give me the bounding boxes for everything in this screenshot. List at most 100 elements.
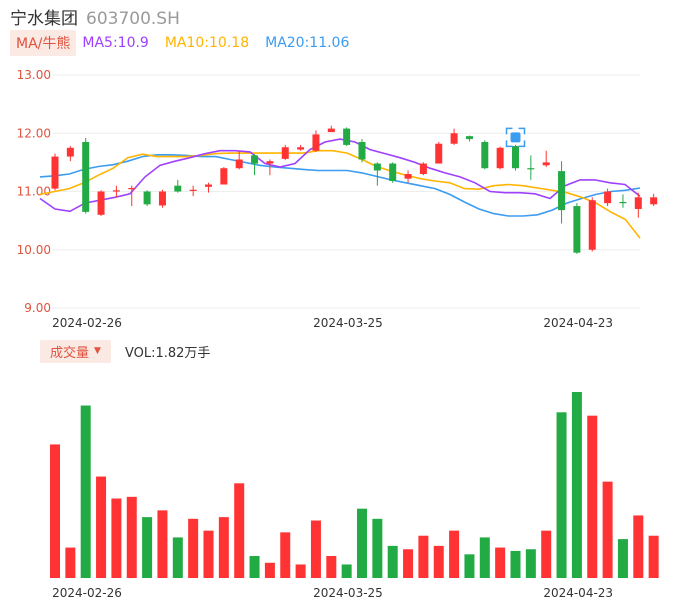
volume-bar (157, 510, 168, 578)
candle-body (358, 141, 366, 160)
volume-bar (142, 517, 153, 578)
volume-bar (525, 549, 536, 578)
volume-bar (449, 530, 460, 578)
candle-body (512, 146, 519, 169)
x-tick-label: 2024-02-26 (52, 316, 122, 330)
volume-bar (617, 539, 628, 578)
candle-body (634, 197, 642, 209)
volume-bar (280, 532, 291, 578)
volume-bar (479, 537, 490, 578)
candle-body (66, 147, 74, 157)
volume-bar (357, 508, 367, 578)
x-tick-label: 2024-03-25 (313, 316, 383, 330)
candle-body (419, 163, 427, 175)
candle-body (404, 174, 412, 179)
candle-body (465, 136, 473, 140)
price-axis: 13.00 12.00 11.00 10.00 9.00 (17, 68, 51, 315)
candle-body (312, 134, 320, 151)
candle-body (619, 201, 627, 204)
candle-body (174, 185, 182, 192)
candle-body (343, 128, 351, 145)
volume-bar (188, 518, 199, 578)
volume-bar (65, 547, 76, 578)
candlesticks (51, 125, 658, 254)
candle-body (112, 190, 120, 192)
marker-frame (505, 127, 526, 148)
candle-body (281, 147, 289, 159)
candle-body (450, 133, 458, 144)
candle-body (542, 162, 550, 166)
volume-legend: 成交量 ▼ VOL:1.82万手 (40, 339, 211, 363)
x-tick-label: 2024-03-25 (313, 586, 383, 600)
price-date-axis: 2024-02-26 2024-03-25 2024-04-23 (52, 316, 613, 330)
y-tick-label: 9.00 (24, 301, 51, 315)
volume-bar (571, 392, 582, 578)
candle-body (558, 171, 566, 211)
volume-bar (264, 562, 275, 578)
stock-header: 宁水集团 603700.SH (10, 4, 180, 29)
candle-body (650, 197, 658, 205)
caret-down-icon: ▼ (94, 346, 101, 356)
volume-bar (510, 550, 521, 578)
candle-body (205, 184, 212, 187)
ma10-line (39, 149, 641, 239)
volume-bar (648, 535, 659, 578)
y-tick-label: 13.00 (17, 68, 51, 82)
x-tick-label: 2024-04-23 (543, 586, 613, 600)
candle-body (143, 191, 151, 205)
volume-bar (587, 415, 598, 578)
volume-bar (433, 545, 444, 578)
ma20-label: MA20:11.06 (265, 35, 350, 51)
candle-body (435, 143, 443, 164)
ma-toggle-button[interactable]: MA/牛熊 (10, 30, 77, 56)
volume-indicator-label: 成交量 (50, 345, 90, 361)
volume-bar (310, 520, 321, 578)
marker-badge (510, 132, 521, 143)
y-tick-label: 10.00 (17, 243, 51, 257)
candle-body (527, 168, 535, 170)
stock-name: 宁水集团 (10, 9, 78, 29)
candle-body (297, 147, 305, 150)
volume-bar (541, 530, 552, 578)
moving-average-lines (39, 138, 641, 239)
ma10-label: MA10:10.18 (164, 35, 250, 51)
volume-bar (96, 476, 107, 578)
x-tick-label: 2024-04-23 (543, 316, 613, 330)
volume-bar (203, 530, 214, 578)
stock-code: 603700.SH (86, 9, 180, 29)
volume-value: VOL:1.82万手 (124, 345, 211, 361)
volume-bar (464, 554, 475, 578)
volume-bar (249, 556, 260, 578)
volume-bar (418, 535, 429, 578)
candle-body (327, 128, 335, 133)
candle-body (573, 206, 581, 253)
candle-body (189, 189, 197, 191)
volume-bar (326, 556, 337, 578)
y-tick-label: 12.00 (17, 126, 51, 140)
volume-date-axis: 2024-02-26 2024-03-25 2024-04-23 (52, 586, 613, 600)
volume-bar (234, 483, 245, 578)
candle-body (235, 159, 243, 169)
price-grid (52, 74, 640, 309)
volume-bar (80, 405, 91, 578)
volume-bar (495, 547, 506, 578)
ma20-line (39, 154, 641, 217)
volume-bars (50, 392, 659, 578)
event-marker-icon[interactable] (505, 127, 526, 148)
candle-body (97, 191, 105, 215)
candle-body (158, 191, 166, 206)
candle-body (82, 141, 90, 212)
volume-bar (172, 537, 183, 578)
candle-body (266, 161, 274, 164)
volume-indicator-dropdown[interactable]: 成交量 ▼ (40, 339, 111, 363)
volume-bar (111, 498, 122, 578)
candle-body (389, 163, 397, 182)
candle-body (220, 168, 228, 185)
candle-body (251, 155, 259, 164)
candle-body (604, 191, 612, 204)
candle-body (373, 163, 381, 171)
volume-bar (556, 412, 567, 578)
volume-bar (126, 496, 137, 578)
volume-bar (295, 564, 306, 578)
